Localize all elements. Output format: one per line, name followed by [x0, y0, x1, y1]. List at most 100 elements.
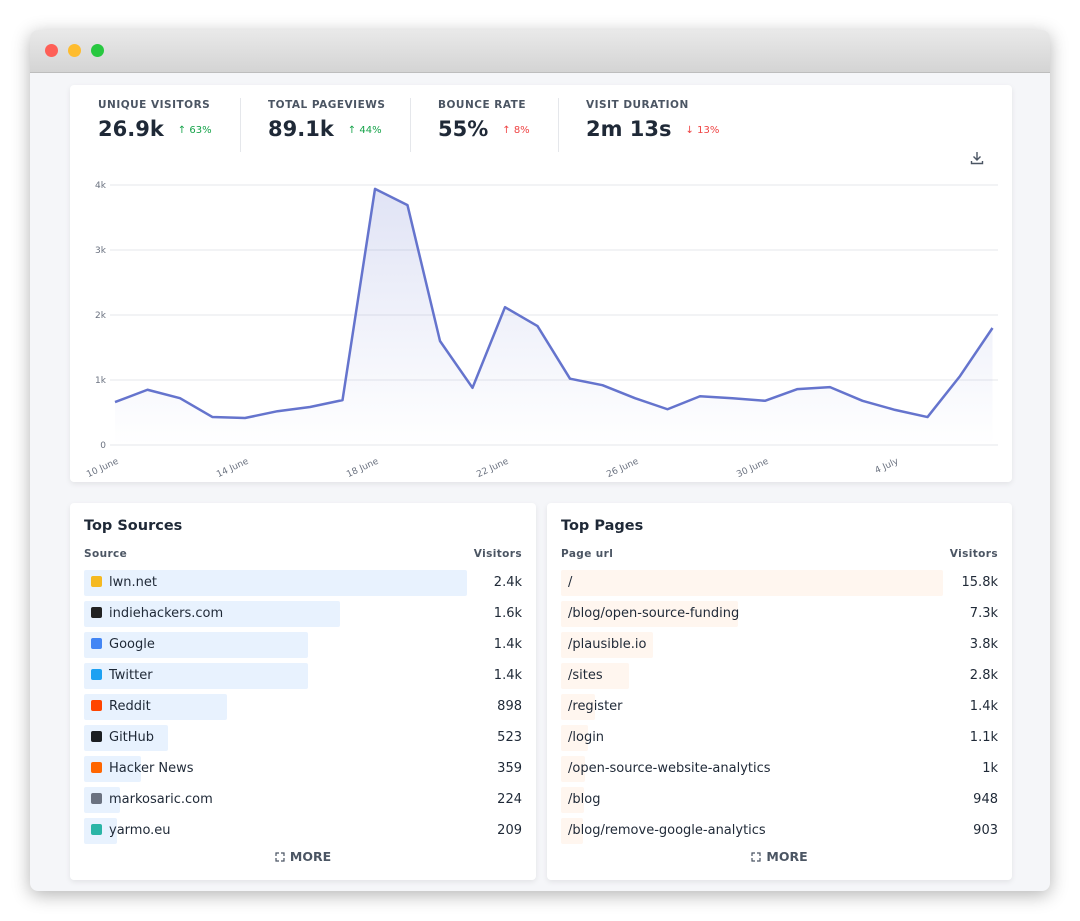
table-row[interactable]: /register 1.4k — [561, 694, 998, 720]
row-name: /plausible.io — [568, 637, 646, 652]
x-tick-label: 22 June — [475, 456, 510, 480]
row-value: 898 — [497, 699, 522, 714]
row-label: /login — [568, 730, 605, 745]
download-icon[interactable] — [970, 151, 984, 165]
stat-label: VISIT DURATION — [586, 99, 689, 111]
row-value: 948 — [973, 792, 998, 807]
y-tick-label: 4k — [95, 181, 107, 191]
x-tick-label: 26 June — [605, 456, 640, 480]
table-row[interactable]: Reddit 898 — [84, 694, 522, 720]
top-pages-card: Top Pages Page url Visitors / 15.8k/blog/ope… — [547, 503, 1012, 880]
row-value: 1k — [982, 761, 998, 776]
source-icon — [91, 700, 102, 711]
row-bar — [561, 632, 653, 658]
stat-change: ↑ 63% — [177, 125, 212, 136]
table-row[interactable]: /open-source-website-analytics 1k — [561, 756, 998, 782]
source-icon — [91, 762, 102, 773]
zoom-button[interactable] — [91, 44, 104, 57]
row-name: indiehackers.com — [91, 606, 223, 621]
source-icon — [91, 824, 102, 835]
row-bar — [561, 787, 584, 813]
source-icon — [91, 731, 102, 742]
more-button[interactable]: MORE — [547, 849, 1012, 864]
row-bar — [84, 694, 228, 720]
row-bar — [84, 601, 340, 627]
row-label: /sites — [568, 668, 603, 683]
table-row[interactable]: /blog/open-source-funding 7.3k — [561, 601, 998, 627]
table-row[interactable]: lwn.net 2.4k — [84, 570, 522, 596]
table-row[interactable]: /blog/remove-google-analytics 903 — [561, 818, 998, 844]
minimize-button[interactable] — [68, 44, 81, 57]
row-name: Twitter — [91, 668, 153, 683]
row-value: 1.4k — [493, 637, 522, 652]
table-row[interactable]: markosaric.com 224 — [84, 787, 522, 813]
row-value: 2.4k — [493, 575, 522, 590]
row-bar — [561, 756, 586, 782]
y-tick-label: 3k — [95, 246, 107, 256]
separator — [558, 98, 559, 152]
row-value: 523 — [497, 730, 522, 745]
x-tick-label: 30 June — [735, 456, 770, 480]
row-label: / — [568, 575, 573, 590]
table-row[interactable]: /login 1.1k — [561, 725, 998, 751]
row-bar — [561, 694, 595, 720]
row-value: 1.4k — [969, 699, 998, 714]
close-button[interactable] — [45, 44, 58, 57]
row-bar — [561, 570, 944, 596]
table-row[interactable]: GitHub 523 — [84, 725, 522, 751]
stat-change: ↑ 44% — [347, 125, 382, 136]
column-header: Source — [84, 548, 128, 560]
table-row[interactable]: /plausible.io 3.8k — [561, 632, 998, 658]
row-bar — [84, 632, 308, 658]
source-icon — [91, 576, 102, 587]
stat-change: ↑ 8% — [502, 125, 530, 136]
row-label: /plausible.io — [568, 637, 647, 652]
line — [114, 187, 994, 420]
card-title: Top Sources — [84, 518, 183, 534]
more-label: MORE — [766, 849, 808, 864]
separator — [240, 98, 241, 152]
table-row[interactable]: Google 1.4k — [84, 632, 522, 658]
source-icon — [91, 793, 102, 804]
main-graph-card: 0 1k 2k 3k 4k 10 June 14 June 18 June 22 June 26 … — [70, 85, 1012, 482]
stat-label: UNIQUE VISITORS — [98, 99, 211, 111]
row-value: 209 — [497, 823, 522, 838]
expand-icon — [751, 852, 761, 862]
stat: VISIT DURATION 2m 13s ↓ 13% — [586, 99, 719, 141]
table-row[interactable]: indiehackers.com 1.6k — [84, 601, 522, 627]
expand-icon — [275, 852, 285, 862]
row-bar — [561, 601, 738, 627]
separator — [410, 98, 411, 152]
line-chart: 0 1k 2k 3k 4k 10 June 14 June 18 June 22 June 26 … — [85, 181, 998, 480]
table-row[interactable]: Hacker News 359 — [84, 756, 522, 782]
y-tick-label: 2k — [95, 311, 107, 321]
table-row[interactable]: Twitter 1.4k — [84, 663, 522, 689]
row-label: GitHub — [109, 730, 155, 745]
row-label: lwn.net — [109, 575, 157, 590]
table-row[interactable]: / 15.8k — [561, 570, 998, 596]
table-row[interactable]: /sites 2.8k — [561, 663, 998, 689]
card-title: Top Pages — [561, 518, 644, 534]
row-name: /open-source-website-analytics — [568, 761, 771, 776]
row-name: yarmo.eu — [91, 823, 171, 838]
row-value: 7.3k — [969, 606, 998, 621]
row-value: 1.6k — [493, 606, 522, 621]
table-row[interactable]: /blog 948 — [561, 787, 998, 813]
row-label: /blog/remove-google-analytics — [568, 823, 766, 838]
row-name: /blog/open-source-funding — [568, 606, 739, 621]
stat-value: 55% — [438, 117, 489, 141]
row-label: /open-source-website-analytics — [568, 761, 771, 776]
row-label: /blog/open-source-funding — [568, 606, 740, 621]
row-name: /login — [568, 730, 604, 745]
table-row[interactable]: yarmo.eu 209 — [84, 818, 522, 844]
row-label: indiehackers.com — [109, 606, 224, 621]
row-label: yarmo.eu — [109, 823, 171, 838]
row-label: /blog — [568, 792, 601, 807]
y-tick-label: 1k — [95, 376, 107, 386]
row-name: Google — [91, 637, 155, 652]
more-button[interactable]: MORE — [70, 849, 536, 864]
more-label: MORE — [289, 849, 332, 864]
area — [115, 188, 993, 445]
row-bar — [561, 818, 583, 844]
